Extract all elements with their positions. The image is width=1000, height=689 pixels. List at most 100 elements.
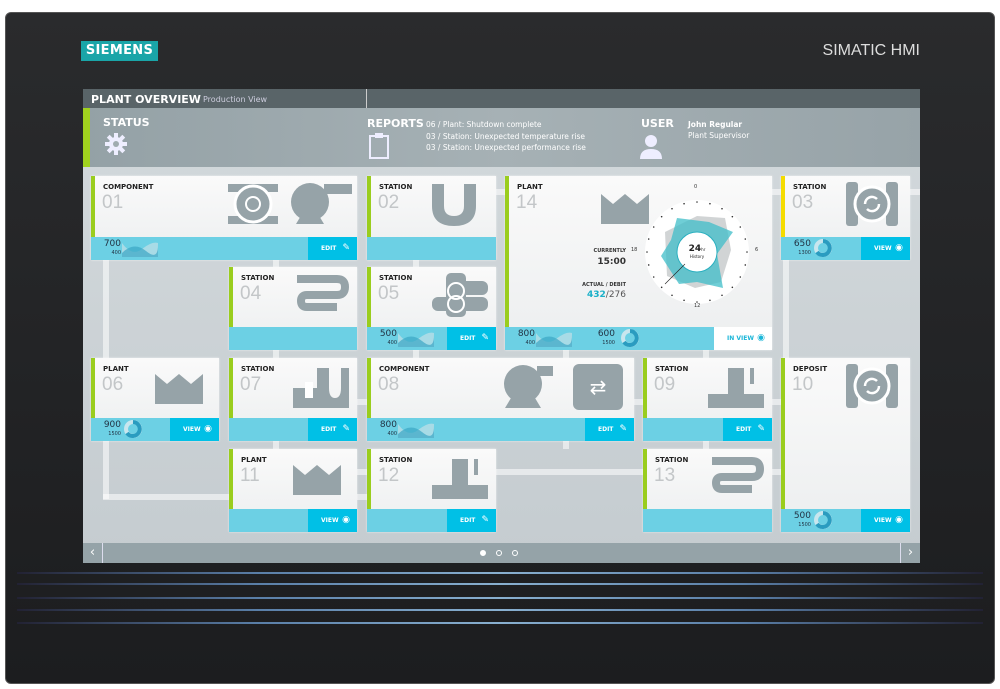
edit-button[interactable]: EDIT ✎: [585, 418, 634, 441]
report-item[interactable]: 03 / Station: Unexpected temperature ris…: [426, 131, 585, 141]
tile-station-07[interactable]: STATION 07 EDIT ✎: [229, 358, 357, 441]
tile-station-13[interactable]: STATION 13: [643, 449, 772, 532]
coil-icon: [296, 275, 349, 311]
model-label: SIMATIC HMI: [822, 42, 920, 59]
value-sub: 400: [387, 431, 397, 437]
tile-station-03[interactable]: STATION 03 650 1300 VIEW ◉: [781, 176, 910, 260]
accent-bar: [781, 358, 785, 509]
tile-footer: VIEW ◉: [229, 509, 357, 532]
value-main: 600: [597, 329, 615, 339]
view-button[interactable]: VIEW ◉: [861, 237, 910, 260]
tile-plant-14[interactable]: PLANT 14 800 400 600 1500 IN VIEW ◉ CURRENTLY 15:…: [505, 176, 772, 350]
tile-plant-06[interactable]: PLANT 06 900 1500 VIEW ◉: [91, 358, 219, 441]
reports-label[interactable]: REPORTS: [367, 117, 424, 130]
tile-footer: [229, 327, 357, 350]
nozzle-icon: [432, 459, 488, 499]
tile-component-08[interactable]: COMPONENT 08 ⇄ 800 400 EDIT ✎: [367, 358, 634, 441]
status-label[interactable]: STATUS: [103, 116, 150, 129]
tile-station-12[interactable]: STATION 12 EDIT ✎: [367, 449, 496, 532]
clock-tick: [696, 301, 698, 303]
ring-gauge-icon: [621, 329, 639, 347]
value-sub: 400: [525, 340, 535, 346]
tile-number: 06: [102, 374, 124, 395]
tile-value: 500 1500: [791, 512, 811, 530]
page-dot-3[interactable]: [512, 550, 518, 556]
pager-bar: ‹ ›: [83, 543, 920, 563]
currently-label: CURRENTLY: [593, 248, 626, 254]
clock-tick: [683, 299, 685, 302]
tile-value: 800 400: [515, 330, 535, 348]
tile-number: 01: [102, 192, 124, 213]
gear-icon[interactable]: [104, 132, 128, 156]
tile-type: COMPONENT: [103, 183, 154, 191]
tile-deposit-10[interactable]: DEPOSIT 10 500 1500 VIEW ◉: [781, 358, 910, 532]
edit-button[interactable]: EDIT ✎: [308, 418, 357, 441]
view-button[interactable]: VIEW ◉: [170, 418, 219, 441]
tile-component-01[interactable]: COMPONENT 01 700 400 EDIT ✎: [91, 176, 357, 260]
current-time: 15:00: [597, 257, 626, 267]
accent-bar: [229, 449, 233, 509]
view-button[interactable]: VIEW ◉: [861, 509, 910, 532]
in-view-button[interactable]: IN VIEW ◉: [714, 327, 772, 350]
report-item[interactable]: 06 / Plant: Shutdown complete: [426, 120, 542, 129]
button-label: VIEW: [874, 245, 892, 252]
tile-footer: [643, 509, 772, 532]
pipe-line: [283, 469, 783, 475]
page-dot-2[interactable]: [496, 550, 502, 556]
actual-value: 432: [586, 290, 606, 300]
edit-button[interactable]: EDIT ✎: [447, 509, 496, 532]
clock-tick: [647, 264, 650, 266]
accent-bar: [91, 358, 95, 418]
tile-type: STATION: [379, 456, 413, 464]
edit-button[interactable]: EDIT ✎: [308, 237, 357, 260]
accent-bar: [91, 176, 95, 237]
clock-label: 0: [694, 184, 698, 190]
tile-footer: 500 1500 VIEW ◉: [781, 509, 910, 532]
bezel-line: [17, 609, 983, 611]
page-dot-1[interactable]: [480, 550, 486, 556]
clock-tick: [721, 294, 723, 297]
clock-tick: [731, 215, 734, 218]
history-radar-chart[interactable]: [637, 192, 757, 312]
tile-type: STATION: [655, 456, 689, 464]
clock-tick: [646, 251, 648, 253]
accent-bar: [643, 449, 647, 509]
debit-value: 276: [608, 290, 626, 300]
tile-type: STATION: [793, 183, 827, 191]
pencil-icon: ✎: [757, 424, 765, 434]
accent-bar: [643, 358, 647, 418]
tile-station-02[interactable]: STATION 02: [367, 176, 496, 260]
tile-type: STATION: [241, 365, 275, 373]
tile-plant-11[interactable]: PLANT 11 VIEW ◉: [229, 449, 357, 532]
user-icon[interactable]: [639, 133, 663, 159]
tile-number: 04: [240, 283, 262, 304]
clock-tick: [652, 226, 655, 228]
siemens-logo: SIEMENS: [81, 41, 158, 61]
user-label[interactable]: USER: [641, 117, 674, 130]
tile-station-09[interactable]: STATION 09 EDIT ✎: [643, 358, 772, 441]
tile-station-05[interactable]: STATION 05 500 400 EDIT ✎: [367, 267, 496, 350]
tile-number: 05: [378, 283, 400, 304]
clock-tick: [647, 238, 650, 240]
edit-button[interactable]: EDIT ✎: [723, 418, 772, 441]
eye-icon: ◉: [757, 333, 765, 343]
value-main: 650: [793, 239, 811, 249]
tile-station-04[interactable]: STATION 04: [229, 267, 357, 350]
pencil-icon: ✎: [481, 515, 489, 525]
history-hours: 24: [688, 244, 702, 254]
tile-footer: EDIT ✎: [367, 509, 496, 532]
tile-number: 09: [654, 374, 676, 395]
factory-icon: [155, 374, 203, 404]
prev-page-button[interactable]: ‹: [83, 543, 103, 563]
button-label: VIEW: [874, 517, 892, 524]
next-page-button[interactable]: ›: [900, 543, 920, 563]
coil-icon: [711, 457, 764, 493]
svg-text:⇄: ⇄: [590, 375, 607, 399]
tile-number: 11: [240, 465, 260, 486]
report-item[interactable]: 03 / Station: Unexpected performance ris…: [426, 143, 586, 152]
divider: [366, 89, 367, 108]
view-button[interactable]: VIEW ◉: [308, 509, 357, 532]
edit-button[interactable]: EDIT ✎: [447, 327, 496, 350]
clipboard-icon[interactable]: [369, 133, 389, 159]
wave-chart-icon: [536, 332, 572, 347]
